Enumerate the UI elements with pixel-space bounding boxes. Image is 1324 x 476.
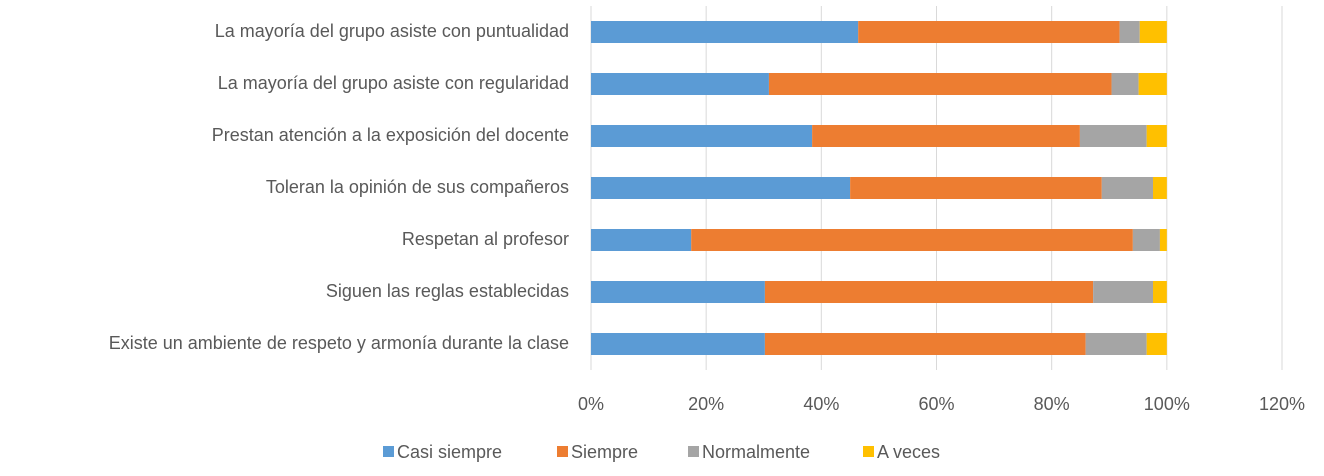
y-tick-label: La mayoría del grupo asiste con regulari… (218, 73, 569, 93)
y-tick-label: Existe un ambiente de respeto y armonía … (109, 333, 569, 353)
bar-segment (764, 281, 1094, 303)
bar-segment (1153, 281, 1167, 303)
bar-segment (591, 333, 765, 355)
bar-segment (858, 21, 1120, 43)
legend-label: Normalmente (702, 442, 810, 462)
legend-label: Siempre (571, 442, 638, 462)
legend-swatch (557, 446, 568, 457)
x-tick-label: 20% (688, 394, 724, 414)
bar-segment (1085, 333, 1147, 355)
x-tick-label: 0% (578, 394, 604, 414)
legend-swatch (688, 446, 699, 457)
bar-segment (691, 229, 1133, 251)
bar-segment (1093, 281, 1154, 303)
legend-swatch (863, 446, 874, 457)
bar-segment (1146, 125, 1167, 147)
bar-segment (591, 21, 859, 43)
y-tick-label: Respetan al profesor (402, 229, 569, 249)
y-tick-label: Toleran la opinión de sus compañeros (266, 177, 569, 197)
bar-segment (591, 73, 769, 95)
legend-swatch (383, 446, 394, 457)
bar-segment (1139, 21, 1167, 43)
legend-label: Casi siempre (397, 442, 502, 462)
bar-segment (1119, 21, 1140, 43)
bar-segment (1146, 333, 1167, 355)
x-tick-label: 120% (1259, 394, 1305, 414)
y-tick-label: Siguen las reglas establecidas (326, 281, 569, 301)
x-tick-label: 60% (918, 394, 954, 414)
bar-segment (850, 177, 1102, 199)
bar-segment (591, 281, 765, 303)
bar-segment (1159, 229, 1167, 251)
y-tick-label: Prestan atención a la exposición del doc… (212, 125, 569, 145)
x-tick-label: 100% (1144, 394, 1190, 414)
bar-segment (1101, 177, 1154, 199)
x-tick-label: 80% (1034, 394, 1070, 414)
bar-segment (812, 125, 1080, 147)
bar-segment (1079, 125, 1147, 147)
bar-segment (1153, 177, 1167, 199)
x-tick-label: 40% (803, 394, 839, 414)
y-tick-label: La mayoría del grupo asiste con puntuali… (215, 21, 569, 41)
bar-segment (591, 229, 692, 251)
bar-segment (1138, 73, 1167, 95)
bar-segment (1111, 73, 1139, 95)
bar-segment (591, 177, 851, 199)
bar-segment (1132, 229, 1160, 251)
legend-label: A veces (877, 442, 940, 462)
bar-segment (768, 73, 1112, 95)
bar-segment (591, 125, 813, 147)
bar-segment (764, 333, 1086, 355)
